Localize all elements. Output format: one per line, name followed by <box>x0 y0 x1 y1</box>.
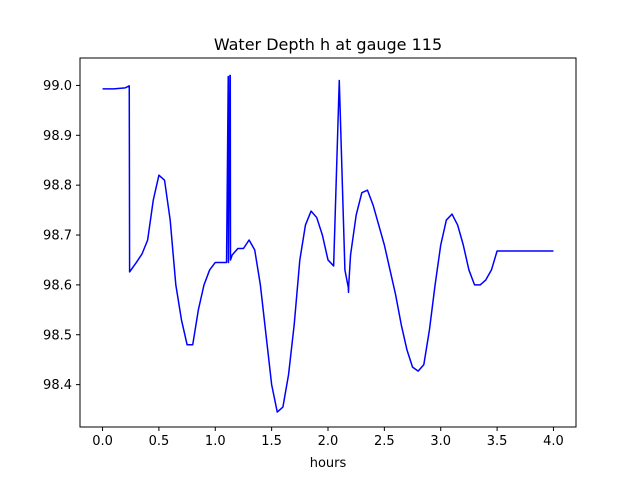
x-tick-label-4: 2.0 <box>318 434 339 449</box>
y-tick-label-1: 98.5 <box>43 328 72 343</box>
y-tick-label-6: 99.0 <box>43 79 72 94</box>
series-layer <box>102 74 554 413</box>
x-tick-label-6: 3.0 <box>430 434 451 449</box>
y-tick-label-0: 98.4 <box>43 378 72 393</box>
x-tick-label-0: 0.0 <box>92 434 113 449</box>
x-tick-label-2: 1.0 <box>205 434 226 449</box>
x-tick-label-7: 3.5 <box>487 434 508 449</box>
x-tick-label-3: 1.5 <box>261 434 282 449</box>
y-tick-label-3: 98.7 <box>43 229 72 244</box>
chart-title: Water Depth h at gauge 115 <box>214 35 442 54</box>
y-axis-ticks: 98.4 98.5 98.6 98.7 98.8 98.9 99.0 <box>43 79 80 393</box>
x-axis-title: hours <box>310 456 347 471</box>
y-tick-label-5: 98.9 <box>43 129 72 144</box>
x-tick-label-8: 4.0 <box>543 434 564 449</box>
x-tick-label-1: 0.5 <box>149 434 170 449</box>
x-tick-label-5: 2.5 <box>374 434 395 449</box>
x-axis-ticks: 0.0 0.5 1.0 1.5 2.0 2.5 3.0 3.5 4.0 <box>92 427 564 449</box>
y-tick-label-4: 98.8 <box>43 179 72 194</box>
series-line-0 <box>102 74 554 413</box>
y-tick-label-2: 98.6 <box>43 278 72 293</box>
